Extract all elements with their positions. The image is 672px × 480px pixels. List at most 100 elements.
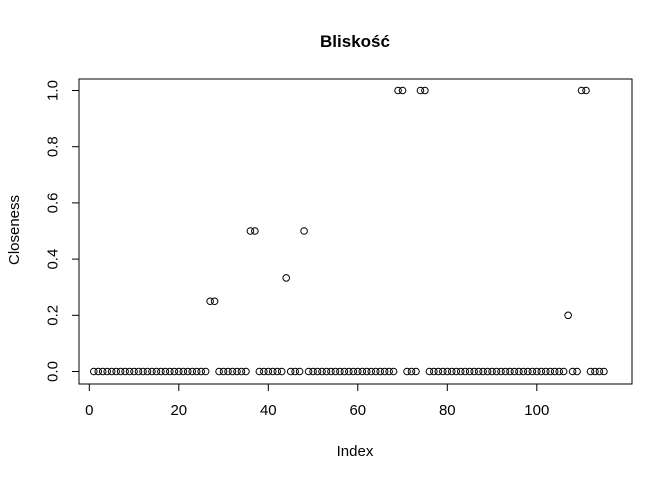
data-point bbox=[228, 367, 237, 376]
data-point bbox=[506, 367, 514, 376]
x-tick-label: 20 bbox=[170, 402, 187, 419]
data-point bbox=[354, 367, 362, 376]
data-point bbox=[555, 367, 563, 376]
data-point bbox=[107, 367, 116, 376]
data-point bbox=[224, 367, 232, 376]
data-point bbox=[318, 367, 326, 376]
data-point bbox=[322, 367, 331, 376]
data-point bbox=[260, 367, 268, 376]
x-tick-label: 100 bbox=[524, 402, 549, 419]
data-point bbox=[98, 367, 107, 376]
data-point bbox=[389, 367, 398, 376]
data-point bbox=[524, 367, 532, 376]
x-axis: 0 20 40 60 80 100 bbox=[85, 383, 549, 419]
data-point bbox=[183, 367, 192, 376]
data-point bbox=[358, 367, 367, 376]
data-point bbox=[380, 367, 389, 376]
data-point bbox=[210, 297, 219, 306]
y-tick-label: 0.6 bbox=[45, 192, 62, 213]
data-point bbox=[130, 367, 138, 376]
data-point bbox=[407, 367, 416, 376]
data-point bbox=[586, 367, 595, 376]
data-point bbox=[416, 86, 425, 95]
y-tick-label: 0.2 bbox=[45, 305, 62, 326]
data-point bbox=[197, 367, 205, 376]
data-point bbox=[541, 367, 550, 376]
data-point bbox=[336, 367, 344, 376]
data-point bbox=[282, 274, 291, 282]
chart-title: Bliskość bbox=[320, 32, 390, 51]
data-point bbox=[166, 367, 174, 376]
data-point bbox=[398, 86, 407, 95]
data-point bbox=[488, 367, 496, 376]
data-point bbox=[340, 367, 349, 376]
data-point bbox=[479, 367, 487, 376]
data-point bbox=[134, 367, 143, 376]
data-point bbox=[533, 367, 541, 376]
data-point bbox=[483, 367, 492, 376]
data-point bbox=[443, 367, 452, 376]
data-point bbox=[170, 367, 179, 376]
data-point bbox=[564, 311, 572, 320]
y-tick-label: 1.0 bbox=[45, 80, 62, 101]
data-point bbox=[121, 367, 129, 376]
data-point bbox=[591, 367, 599, 376]
x-tick-label: 80 bbox=[439, 402, 456, 419]
data-point bbox=[188, 367, 197, 376]
data-point bbox=[192, 367, 201, 376]
data-point bbox=[304, 367, 313, 376]
data-point bbox=[152, 367, 161, 376]
data-point bbox=[295, 367, 304, 376]
data-point bbox=[434, 367, 443, 376]
data-point bbox=[447, 367, 456, 376]
data-point bbox=[103, 367, 111, 376]
x-tick-label: 60 bbox=[349, 402, 366, 419]
data-point bbox=[550, 367, 559, 376]
data-point bbox=[362, 367, 371, 376]
data-point bbox=[139, 367, 147, 376]
data-point bbox=[143, 367, 152, 376]
data-point bbox=[492, 367, 501, 376]
data-point bbox=[300, 227, 308, 235]
data-point bbox=[251, 227, 259, 235]
x-tick-label: 40 bbox=[260, 402, 277, 419]
data-point bbox=[461, 367, 470, 376]
data-point bbox=[157, 367, 165, 376]
data-point bbox=[430, 367, 438, 376]
data-point bbox=[376, 367, 384, 376]
data-point bbox=[89, 367, 98, 376]
data-point bbox=[233, 367, 241, 376]
y-tick-label: 0.0 bbox=[45, 361, 62, 382]
data-point bbox=[515, 367, 523, 376]
data-point bbox=[255, 367, 264, 376]
data-point bbox=[175, 367, 183, 376]
data-point bbox=[573, 367, 581, 376]
data-point bbox=[412, 367, 420, 376]
data-point bbox=[349, 367, 358, 376]
plot-frame bbox=[78, 78, 633, 385]
y-axis: 0.0 0.2 0.4 0.6 0.8 1.0 bbox=[45, 80, 80, 382]
data-point bbox=[519, 367, 528, 376]
data-point bbox=[501, 367, 510, 376]
data-point bbox=[465, 367, 474, 376]
data-point bbox=[568, 367, 577, 376]
data-point bbox=[313, 367, 322, 376]
data-point bbox=[219, 367, 228, 376]
x-axis-label: Index bbox=[337, 443, 374, 460]
data-point bbox=[309, 367, 317, 376]
data-point bbox=[510, 367, 519, 376]
data-point bbox=[425, 367, 434, 376]
data-point bbox=[331, 367, 340, 376]
data-point bbox=[474, 367, 483, 376]
data-point bbox=[112, 367, 120, 376]
data-point bbox=[264, 367, 273, 376]
data-point bbox=[116, 367, 125, 376]
data-point bbox=[273, 367, 282, 376]
data-point bbox=[201, 367, 210, 376]
y-tick-label: 0.8 bbox=[45, 136, 62, 157]
data-point bbox=[179, 367, 188, 376]
data-point bbox=[291, 367, 299, 376]
data-point bbox=[94, 367, 103, 376]
data-point bbox=[371, 367, 380, 376]
